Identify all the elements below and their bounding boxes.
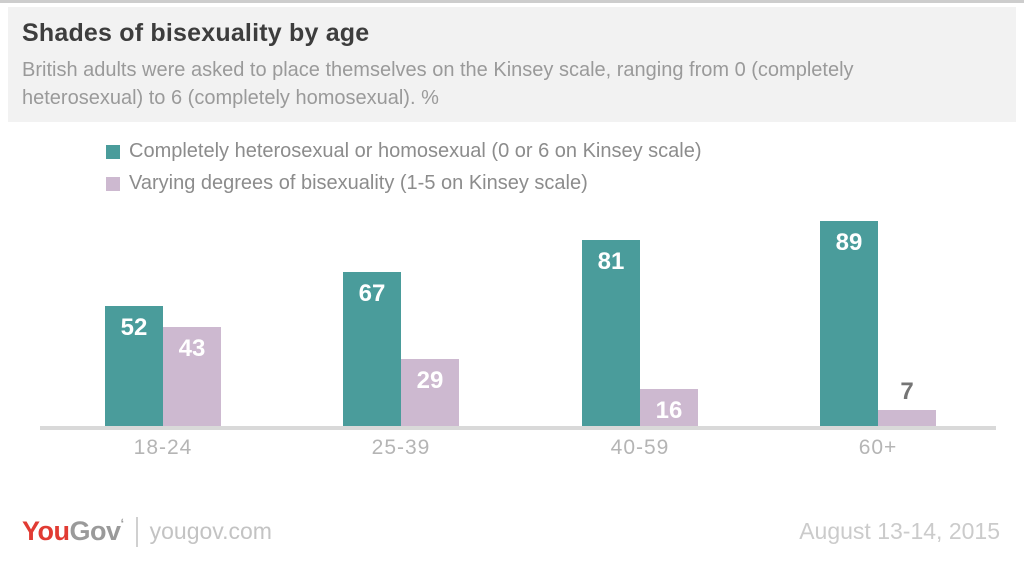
bar-value-label: 89 (835, 229, 863, 256)
x-axis-label-25-39: 25-39 (371, 436, 431, 459)
bar-value-label: 52 (120, 314, 148, 341)
bar-group-25-39: 67 29 (343, 272, 459, 426)
bar-value-label: 81 (597, 248, 625, 275)
bar-value-label: 16 (655, 397, 683, 424)
x-axis-line (40, 426, 996, 430)
header: Shades of bisexuality by age British adu… (8, 7, 1016, 122)
footer-date: August 13-14, 2015 (799, 518, 1000, 544)
yougov-logo-text: YouGovʻ (22, 516, 124, 547)
logo-gov: Gov (69, 516, 122, 546)
bar-value-label: 67 (358, 280, 386, 307)
footer-divider (135, 516, 138, 547)
legend-swatch-teal-icon (106, 144, 120, 159)
logo-you: You (22, 516, 70, 546)
bar-25-39-series0: 67 (343, 272, 401, 426)
x-axis-label-60+: 60+ (858, 436, 898, 459)
legend-label: Varying degrees of bisexuality (1-5 on K… (129, 172, 588, 194)
page-title: Shades of bisexuality by age (22, 19, 370, 47)
bar-chart: 52 43 67 29 81 16 89 7 (0, 221, 1024, 430)
bar-group-18-24: 52 43 (105, 306, 221, 426)
legend-item-bisexuality: Varying degrees of bisexuality (1-5 on K… (106, 172, 1024, 195)
bar-18-24-series0: 52 (105, 306, 163, 426)
bar-60+-series1: 7 (878, 378, 936, 426)
bar-value-label: 43 (178, 335, 206, 362)
footer-site-url: yougov.com (149, 518, 272, 544)
footer: YouGovʻ yougov.com August 13-14, 2015 (22, 516, 1000, 547)
bar-25-39-series1: 29 (401, 359, 459, 426)
top-divider-line (0, 0, 1024, 3)
legend-swatch-mauve-icon (106, 176, 120, 191)
bar-18-24-series1: 43 (163, 327, 221, 426)
bar-group-40-59: 81 16 (582, 240, 698, 426)
bar-value-label: 7 (900, 378, 914, 405)
legend-item-heterosexual-homosexual: Completely heterosexual or homosexual (0… (106, 140, 1024, 163)
page-subtitle: British adults were asked to place thems… (22, 59, 854, 109)
legend-label: Completely heterosexual or homosexual (0… (129, 140, 702, 162)
bar-40-59-series0: 81 (582, 240, 640, 426)
bar-40-59-series1: 16 (640, 389, 698, 426)
x-axis-label-40-59: 40-59 (610, 436, 670, 459)
bar-60+-series0: 89 (820, 221, 878, 426)
logo-trademark-icon: ʻ (120, 516, 125, 531)
x-axis-label-18-24: 18-24 (133, 436, 193, 459)
bar-value-label: 29 (416, 367, 444, 394)
x-axis-labels: 18-24 25-39 40-59 60+ (0, 436, 1024, 472)
bar-group-60+: 89 7 (820, 221, 936, 426)
chart-legend: Completely heterosexual or homosexual (0… (106, 140, 1024, 195)
yougov-logo: YouGovʻ yougov.com (22, 516, 272, 547)
